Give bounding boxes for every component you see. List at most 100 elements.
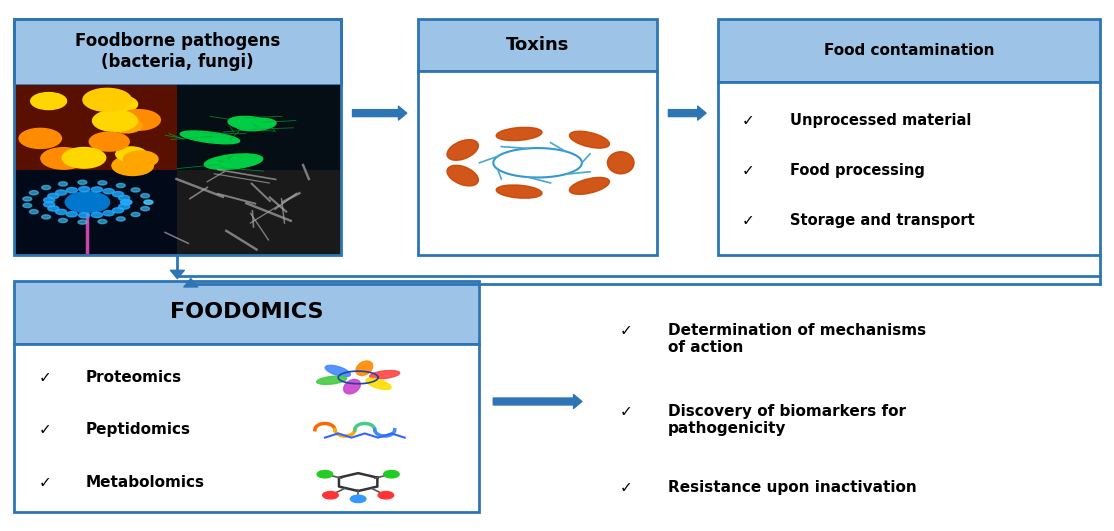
Bar: [177, 170, 341, 255]
Circle shape: [59, 218, 67, 222]
Ellipse shape: [569, 177, 609, 194]
FancyBboxPatch shape: [13, 344, 479, 512]
Circle shape: [48, 193, 59, 199]
Circle shape: [113, 192, 124, 197]
Circle shape: [116, 147, 146, 161]
Text: FOODOMICS: FOODOMICS: [170, 303, 323, 322]
Circle shape: [41, 215, 50, 219]
Text: ✓: ✓: [620, 404, 633, 419]
Circle shape: [140, 207, 149, 211]
Ellipse shape: [236, 118, 276, 131]
FancyBboxPatch shape: [13, 281, 479, 344]
Circle shape: [323, 492, 339, 499]
Ellipse shape: [365, 378, 391, 390]
Text: ✓: ✓: [742, 163, 755, 178]
Text: ✓: ✓: [38, 370, 51, 385]
Bar: [13, 85, 177, 170]
Text: Toxins: Toxins: [506, 36, 569, 54]
Ellipse shape: [325, 365, 351, 376]
Ellipse shape: [356, 361, 372, 375]
Circle shape: [67, 187, 77, 193]
Circle shape: [79, 186, 90, 192]
Circle shape: [118, 195, 129, 201]
Circle shape: [91, 187, 102, 192]
Ellipse shape: [316, 376, 346, 384]
Circle shape: [116, 217, 125, 221]
Ellipse shape: [496, 127, 543, 141]
Circle shape: [23, 203, 31, 208]
Circle shape: [98, 219, 107, 224]
Text: Food processing: Food processing: [790, 163, 925, 178]
Circle shape: [104, 189, 115, 194]
Circle shape: [104, 211, 115, 216]
Ellipse shape: [496, 185, 543, 198]
Circle shape: [43, 202, 55, 207]
Circle shape: [131, 212, 140, 217]
Circle shape: [79, 213, 90, 218]
Ellipse shape: [447, 165, 478, 186]
FancyBboxPatch shape: [717, 19, 1101, 82]
Circle shape: [120, 200, 131, 205]
Circle shape: [56, 190, 67, 195]
Circle shape: [91, 212, 102, 218]
Circle shape: [118, 204, 129, 209]
Circle shape: [116, 183, 125, 187]
Text: Storage and transport: Storage and transport: [790, 213, 975, 228]
Text: Resistance upon inactivation: Resistance upon inactivation: [668, 480, 917, 495]
Circle shape: [59, 182, 67, 186]
FancyBboxPatch shape: [717, 82, 1101, 255]
Ellipse shape: [447, 140, 478, 160]
Text: ✓: ✓: [620, 480, 633, 495]
Circle shape: [144, 200, 153, 204]
Circle shape: [43, 198, 55, 203]
Circle shape: [62, 148, 106, 168]
Text: ✓: ✓: [742, 213, 755, 228]
Bar: [177, 85, 341, 170]
Text: ✓: ✓: [38, 422, 51, 437]
Text: Discovery of biomarkers for
pathogenicity: Discovery of biomarkers for pathogenicit…: [668, 404, 906, 436]
Circle shape: [98, 181, 107, 185]
Circle shape: [378, 492, 393, 499]
Circle shape: [124, 151, 158, 167]
Text: Foodborne pathogens
(bacteria, fungi): Foodborne pathogens (bacteria, fungi): [75, 32, 280, 71]
Ellipse shape: [569, 131, 609, 148]
Text: ✓: ✓: [742, 113, 755, 128]
Ellipse shape: [607, 152, 634, 174]
Circle shape: [67, 212, 77, 217]
Bar: [13, 170, 177, 255]
FancyBboxPatch shape: [419, 71, 657, 255]
Circle shape: [140, 194, 149, 198]
Text: Metabolomics: Metabolomics: [86, 475, 205, 490]
Circle shape: [78, 220, 87, 224]
Circle shape: [92, 110, 137, 132]
Ellipse shape: [180, 131, 240, 144]
Ellipse shape: [204, 154, 263, 169]
Circle shape: [31, 92, 67, 109]
Circle shape: [23, 197, 31, 201]
Circle shape: [120, 200, 131, 205]
Circle shape: [383, 470, 399, 478]
Ellipse shape: [344, 380, 360, 394]
Circle shape: [351, 495, 365, 502]
Circle shape: [78, 180, 87, 184]
Circle shape: [41, 148, 86, 169]
Circle shape: [82, 88, 131, 112]
Circle shape: [111, 156, 154, 175]
Circle shape: [102, 96, 138, 113]
Circle shape: [113, 208, 124, 213]
Text: ✓: ✓: [38, 475, 51, 490]
Circle shape: [89, 132, 129, 151]
Ellipse shape: [228, 116, 271, 130]
Text: Proteomics: Proteomics: [86, 370, 182, 385]
Circle shape: [48, 206, 59, 211]
Circle shape: [41, 185, 50, 190]
Circle shape: [19, 129, 61, 149]
Circle shape: [29, 210, 38, 214]
Ellipse shape: [370, 371, 400, 379]
Circle shape: [131, 188, 140, 192]
FancyBboxPatch shape: [419, 19, 657, 71]
FancyBboxPatch shape: [13, 19, 341, 85]
Text: Food contamination: Food contamination: [823, 43, 994, 58]
Circle shape: [317, 470, 333, 478]
Circle shape: [66, 192, 109, 213]
